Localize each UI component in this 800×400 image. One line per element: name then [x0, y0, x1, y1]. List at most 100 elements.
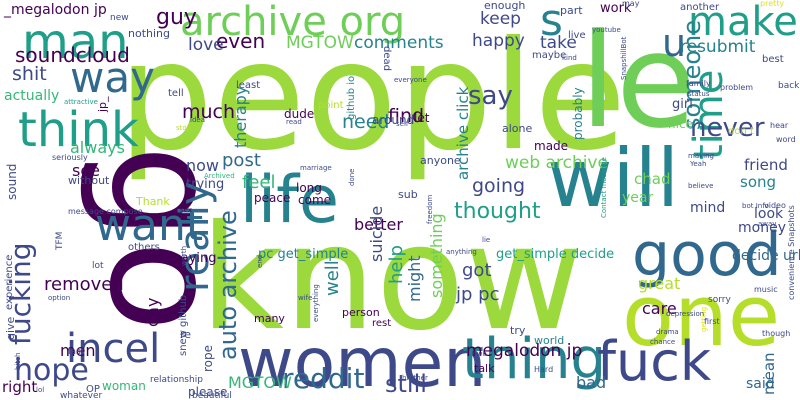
- word: sub: [398, 188, 418, 201]
- word: rope: [201, 345, 215, 372]
- word: megalodon jp: [466, 341, 582, 361]
- word: freedom: [426, 194, 434, 224]
- word: kind: [562, 54, 577, 62]
- word: believe: [688, 182, 713, 190]
- word: read: [286, 118, 302, 126]
- word: beautiful: [192, 391, 232, 400]
- word: github io: [346, 76, 357, 120]
- word: suicide: [367, 206, 386, 262]
- word: web archive: [505, 153, 608, 173]
- word: got: [462, 260, 492, 281]
- word: relationship: [150, 375, 203, 385]
- word: incel: [66, 326, 160, 372]
- word: love: [188, 35, 224, 55]
- word: re: [180, 328, 191, 341]
- word: lol: [36, 386, 44, 394]
- word: word: [776, 135, 796, 144]
- word: need: [342, 111, 389, 133]
- word: person: [342, 306, 380, 319]
- word: best: [762, 54, 784, 65]
- word: said: [746, 376, 775, 392]
- word: comments: [354, 33, 444, 53]
- word: sorry: [708, 295, 731, 305]
- word: good: [632, 220, 782, 290]
- word: everything: [312, 284, 320, 322]
- word: peace: [254, 191, 290, 205]
- word: time: [686, 70, 732, 160]
- word: Thank: [135, 195, 170, 208]
- word: chad: [634, 170, 670, 188]
- word: Hard: [534, 365, 553, 374]
- word: OP: [86, 384, 100, 395]
- word: _megalodon jp: [3, 2, 107, 18]
- word: pretty: [760, 0, 784, 8]
- word: resubmit: [680, 37, 756, 57]
- word: Contact message: [600, 157, 608, 218]
- word: SnapshillBot: [620, 36, 628, 80]
- word: long: [296, 181, 322, 195]
- word: decide url: [732, 248, 800, 264]
- word: MGTOW: [228, 373, 292, 392]
- word: one: [622, 267, 780, 366]
- word: done: [348, 169, 356, 186]
- word: everyone: [394, 76, 427, 84]
- word: much: [182, 101, 235, 123]
- word: post: [222, 150, 261, 171]
- word: mean: [760, 352, 778, 395]
- word: least: [236, 80, 260, 91]
- word: MGTOW: [286, 33, 354, 53]
- word: well: [322, 260, 343, 296]
- word: sound: [5, 164, 19, 200]
- word: away: [758, 220, 776, 228]
- word: man: [22, 14, 129, 70]
- word: mind: [690, 200, 725, 216]
- word: year: [622, 190, 653, 206]
- word: world: [534, 334, 564, 347]
- word: getting: [700, 307, 708, 332]
- word: look: [754, 206, 784, 222]
- word: woman: [102, 379, 146, 393]
- word: let: [414, 111, 430, 125]
- word: want: [95, 200, 203, 251]
- word: money: [738, 220, 786, 236]
- word: shit: [12, 63, 47, 85]
- word: trying: [186, 177, 224, 192]
- word: right: [2, 378, 37, 396]
- word: Archived: [204, 172, 235, 180]
- word: jp pc: [455, 284, 499, 305]
- word: without: [68, 174, 110, 187]
- word: end: [256, 255, 264, 268]
- word: come: [298, 193, 331, 207]
- word: people: [118, 10, 626, 184]
- word: song: [740, 173, 776, 191]
- word: keep: [480, 9, 521, 29]
- word: make: [688, 0, 798, 45]
- word: fucking: [4, 242, 37, 345]
- word: way: [70, 53, 155, 102]
- word: live: [568, 30, 586, 41]
- word: happy: [472, 31, 525, 51]
- word: others: [128, 242, 160, 253]
- word: youtube: [592, 26, 621, 34]
- word: enough: [484, 0, 525, 12]
- word: alone: [502, 122, 532, 135]
- word: help: [386, 245, 407, 284]
- word: s: [540, 0, 563, 46]
- word: bitch: [14, 353, 22, 370]
- word: get_simple decide: [496, 247, 614, 262]
- word: point: [318, 100, 344, 111]
- word: sex: [180, 206, 192, 214]
- word: talk: [474, 362, 495, 375]
- word: attractive: [64, 98, 98, 106]
- word: lot: [92, 261, 104, 271]
- word: around: [372, 113, 414, 127]
- word: will: [547, 132, 679, 225]
- word: care: [642, 299, 677, 318]
- word: though: [762, 329, 790, 338]
- word: last: [68, 347, 85, 357]
- word: take: [540, 33, 577, 53]
- word: convenience Snapshots: [787, 205, 796, 300]
- word: rest: [372, 318, 391, 329]
- word: new: [110, 13, 129, 23]
